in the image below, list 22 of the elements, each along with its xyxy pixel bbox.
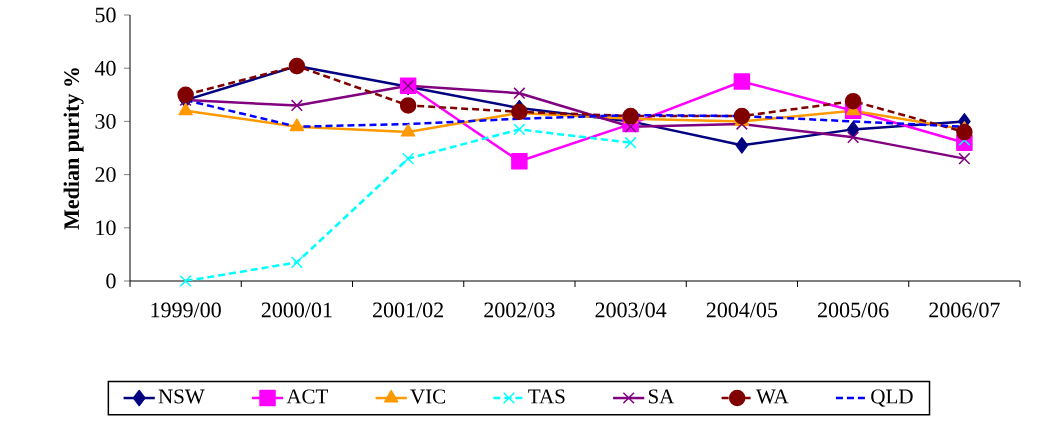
legend-label: VIC (410, 389, 446, 404)
x-tick-label: 2001/02 (373, 302, 443, 318)
x-tick-label: 2004/05 (706, 302, 778, 318)
x-tick-label: 2005/06 (818, 302, 889, 318)
y-tick-label: 20 (95, 167, 116, 183)
legend-label: SA (648, 389, 675, 404)
legend-label: QLD (871, 389, 913, 407)
x-tick-label: 1999/00 (151, 302, 221, 318)
y-tick-label: 0 (106, 273, 116, 289)
y-tick-label: 40 (94, 60, 116, 76)
x-tick-label: 2000/01 (261, 302, 332, 318)
y-axis-title: Median purity % (63, 68, 84, 230)
x-tick-label: 2006/07 (929, 302, 1000, 318)
y-tick-label: 10 (96, 220, 116, 236)
y-tick-label: 50 (95, 7, 116, 23)
y-tick-label: 30 (95, 113, 116, 129)
x-tick-label: 2002/03 (484, 302, 555, 318)
x-tick-label: 2003/04 (595, 302, 667, 318)
legend-label: NSW (158, 389, 205, 404)
legend-label: TAS (528, 389, 565, 404)
legend-label: WA (756, 389, 789, 404)
legend-label: ACT (286, 389, 329, 404)
